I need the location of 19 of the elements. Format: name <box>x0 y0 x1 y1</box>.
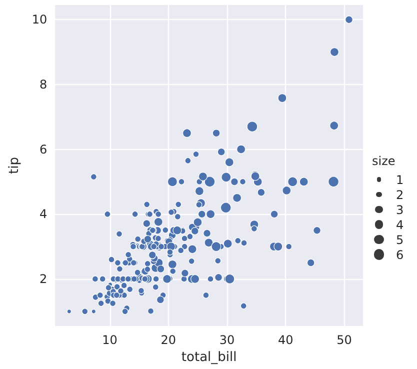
legend-label: 4 <box>396 218 404 232</box>
legend-label: 5 <box>396 232 404 246</box>
y-axis-title: tip <box>7 157 22 174</box>
legend-label: 6 <box>396 248 404 262</box>
x-tick-label: 20 <box>160 333 176 347</box>
y-tick-label: 6 <box>40 142 48 156</box>
y-tick-label: 2 <box>40 272 48 286</box>
y-tick-label: 8 <box>40 77 48 92</box>
x-tick-label: 10 <box>102 333 118 347</box>
legend-label: 1 <box>396 172 404 186</box>
legend-label: 2 <box>396 188 404 202</box>
x-tick-label: 30 <box>219 333 235 347</box>
legend-label: 3 <box>396 202 404 216</box>
y-tick-label: 10 <box>32 12 48 27</box>
legend-title: size <box>372 154 396 168</box>
x-tick-label: 50 <box>336 333 352 347</box>
y-tick-label: 4 <box>40 207 48 222</box>
x-axis-title: total_bill <box>181 350 237 365</box>
x-tick-label: 40 <box>278 333 294 347</box>
